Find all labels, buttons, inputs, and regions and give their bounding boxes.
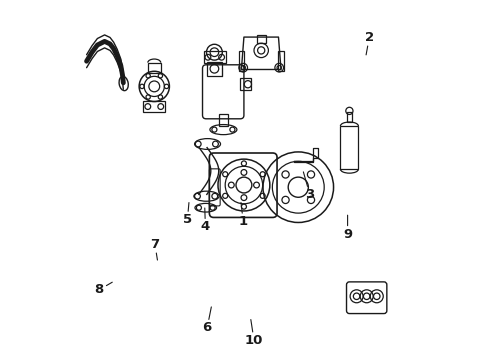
Bar <box>347 112 352 122</box>
Bar <box>239 51 244 71</box>
Text: 2: 2 <box>365 31 374 44</box>
Text: 1: 1 <box>239 215 248 228</box>
Bar <box>207 62 221 76</box>
Bar <box>341 126 358 169</box>
Text: 6: 6 <box>202 321 212 334</box>
Text: 9: 9 <box>343 228 352 240</box>
Text: 8: 8 <box>95 283 104 296</box>
Bar <box>144 101 165 112</box>
Bar <box>278 51 284 71</box>
Text: 3: 3 <box>305 188 315 201</box>
Text: 5: 5 <box>183 213 192 226</box>
Text: 7: 7 <box>150 238 160 251</box>
Bar <box>204 51 226 63</box>
Bar <box>257 35 266 43</box>
Text: 4: 4 <box>201 220 210 233</box>
Bar <box>148 63 161 73</box>
Text: 10: 10 <box>245 334 263 347</box>
Bar <box>219 114 228 126</box>
Bar <box>240 78 251 90</box>
